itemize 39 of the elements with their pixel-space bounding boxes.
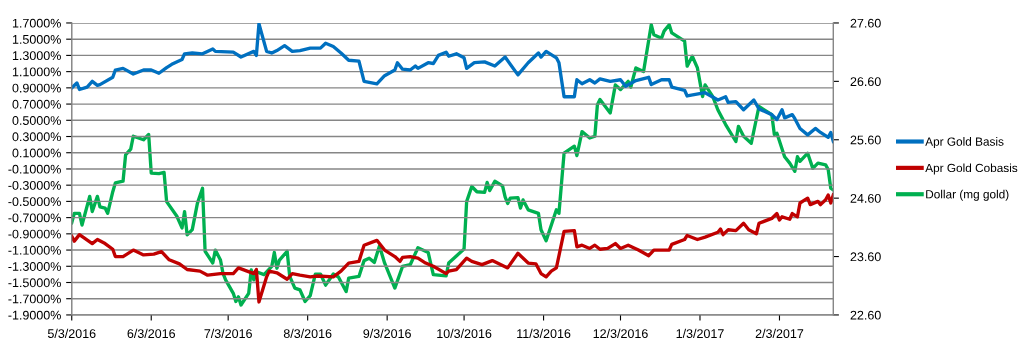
y-tick-label: -1.5000% [8, 278, 61, 288]
y2-tick-label: 27.60 [850, 18, 881, 28]
x-tick-label: 7/3/2016 [204, 328, 252, 339]
x-tick-label: 12/3/2016 [593, 328, 648, 339]
legend-label: Apr Gold Basis [925, 137, 1004, 149]
y-tick-label: -1.7000% [8, 294, 61, 304]
y-tick-label: -1.9000% [8, 310, 61, 320]
y-tick-label: -1.1000% [8, 245, 61, 255]
y2-tick-label: 25.60 [850, 135, 881, 145]
x-tick-label: 9/3/2016 [363, 328, 411, 339]
legend-label: Dollar (mg gold) [926, 189, 1009, 201]
y-tick-label: -0.3000% [8, 180, 61, 190]
y2-tick-label: 23.60 [850, 252, 881, 262]
y-tick-label: -0.9000% [8, 229, 61, 239]
y2-tick-label: 26.60 [850, 77, 881, 87]
x-tick-label: 11/3/2016 [517, 328, 571, 339]
y-tick-label: 1.7000% [12, 18, 61, 28]
y-tick-label: -0.1000% [8, 164, 61, 174]
y-tick-label: 0.9000% [12, 83, 61, 93]
y-tick-label: 1.3000% [12, 51, 61, 61]
y-tick-label: 0.5000% [12, 116, 61, 125]
y-tick-label: -1.3000% [8, 262, 61, 271]
y-tick-label: 0.1000% [12, 148, 61, 158]
x-tick-label: 10/3/2016 [437, 328, 492, 339]
y-tick-label: 1.5000% [12, 34, 61, 44]
x-tick-label: 6/3/2016 [127, 328, 176, 339]
y-tick-label: 0.3000% [12, 132, 61, 142]
legend-label: Apr Gold Cobasis [925, 163, 1018, 175]
y2-tick-label: 24.60 [850, 193, 881, 203]
y-tick-label: -0.5000% [8, 197, 61, 207]
y2-tick-label: 22.60 [850, 310, 881, 320]
y-tick-label: -0.7000% [8, 213, 61, 223]
y-tick-label: 0.7000% [12, 99, 61, 109]
line-series [71, 193, 834, 304]
y-tick-label: 1.1000% [12, 67, 61, 77]
x-tick-label: 1/3/2017 [676, 328, 724, 339]
x-tick-label: 5/3/2016 [47, 328, 96, 339]
x-tick-label: 8/3/2016 [283, 328, 332, 339]
x-tick-label: 2/3/2017 [755, 328, 804, 339]
